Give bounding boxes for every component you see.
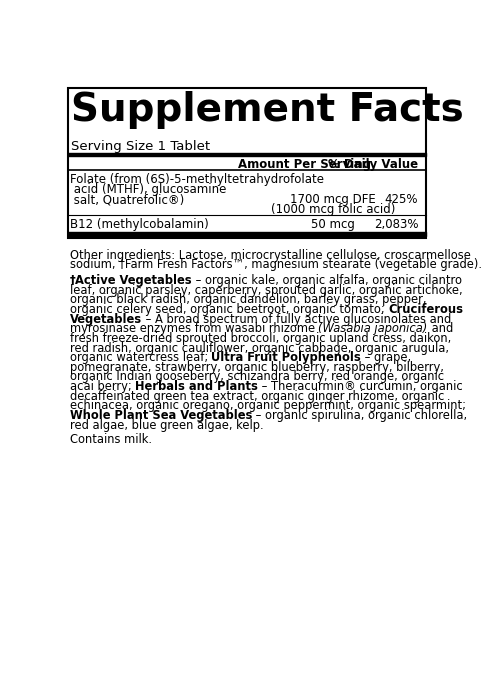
Text: Supplement Facts: Supplement Facts — [71, 91, 464, 129]
Text: Herbals and Plants: Herbals and Plants — [135, 380, 258, 393]
Text: †: † — [69, 274, 75, 287]
Text: Active Vegetables: Active Vegetables — [75, 274, 192, 287]
Text: 425%: 425% — [385, 193, 418, 206]
Text: – Theracurmin® curcumin, organic: – Theracurmin® curcumin, organic — [258, 380, 463, 393]
Text: 1700 mcg DFE: 1700 mcg DFE — [290, 193, 376, 206]
Text: fresh freeze-dried sprouted broccoli, organic upland cress, daikon,: fresh freeze-dried sprouted broccoli, or… — [69, 332, 451, 345]
Text: red radish, organic cauliflower, organic cabbage, organic arugula,: red radish, organic cauliflower, organic… — [69, 342, 449, 355]
Text: organic Indian gooseberry, schizandra berry, red orange, organic: organic Indian gooseberry, schizandra be… — [69, 370, 443, 383]
Text: – organic spirulina, organic chlorella,: – organic spirulina, organic chlorella, — [252, 409, 467, 422]
Text: Ultra Fruit Polyphenols: Ultra Fruit Polyphenols — [212, 351, 361, 364]
Text: organic celery seed, organic beetroot, organic tomato;: organic celery seed, organic beetroot, o… — [69, 303, 388, 316]
Text: 2,083%: 2,083% — [374, 218, 418, 231]
Text: Cruciferous: Cruciferous — [388, 303, 463, 316]
Text: decaffeinated green tea extract, organic ginger rhizome, organic: decaffeinated green tea extract, organic… — [69, 390, 444, 402]
Text: pomegranate, strawberry, organic blueberry, raspberry, bilberry,: pomegranate, strawberry, organic blueber… — [69, 361, 443, 374]
Text: echinacea, organic oregano, organic peppermint, organic spearmint;: echinacea, organic oregano, organic pepp… — [69, 399, 466, 412]
Text: myrosinase enzymes from wasabi rhizome: myrosinase enzymes from wasabi rhizome — [69, 322, 318, 335]
Text: – organic kale, organic alfalfa, organic cilantro: – organic kale, organic alfalfa, organic… — [192, 274, 462, 287]
Text: Whole Plant Sea Vegetables: Whole Plant Sea Vegetables — [69, 409, 252, 422]
Text: – A broad spectrum of fully active glucosinolates and: – A broad spectrum of fully active gluco… — [142, 313, 451, 326]
Text: and: and — [428, 322, 453, 335]
Text: acai berry;: acai berry; — [69, 380, 135, 393]
Text: Contains milk.: Contains milk. — [69, 433, 151, 446]
Text: (Wasabia japonica): (Wasabia japonica) — [318, 322, 428, 335]
Text: organic black radish, organic dandelion, barley grass, pepper,: organic black radish, organic dandelion,… — [69, 294, 426, 306]
Text: Serving Size 1 Tablet: Serving Size 1 Tablet — [71, 140, 210, 153]
Text: 50 mcg: 50 mcg — [311, 218, 355, 231]
Text: red algae, blue green algae, kelp.: red algae, blue green algae, kelp. — [69, 419, 263, 432]
Text: salt, Quatrefolic®): salt, Quatrefolic®) — [70, 193, 185, 206]
Text: Other ingredients: Lactose, microcrystalline cellulose, croscarmellose: Other ingredients: Lactose, microcrystal… — [69, 249, 470, 262]
Text: sodium, †Farm Fresh Factors™, magnesium stearate (vegetable grade).: sodium, †Farm Fresh Factors™, magnesium … — [69, 258, 482, 272]
Text: – grape,: – grape, — [361, 351, 411, 364]
Text: % Daily Value: % Daily Value — [328, 158, 418, 171]
Text: organic watercress leaf;: organic watercress leaf; — [69, 351, 212, 364]
Text: Folate (from (6S)-5-methyltetrahydrofolate: Folate (from (6S)-5-methyltetrahydrofola… — [70, 174, 324, 187]
Text: B12 (methylcobalamin): B12 (methylcobalamin) — [70, 218, 209, 231]
Text: (1000 mcg folic acid): (1000 mcg folic acid) — [271, 204, 395, 217]
Text: acid (MTHF), glucosamine: acid (MTHF), glucosamine — [70, 183, 227, 196]
Text: Vegetables: Vegetables — [69, 313, 142, 326]
Text: Amount Per Serving: Amount Per Serving — [238, 158, 371, 171]
Text: leaf, organic parsley, caperberry, sprouted garlic, organic artichoke,: leaf, organic parsley, caperberry, sprou… — [69, 284, 462, 297]
